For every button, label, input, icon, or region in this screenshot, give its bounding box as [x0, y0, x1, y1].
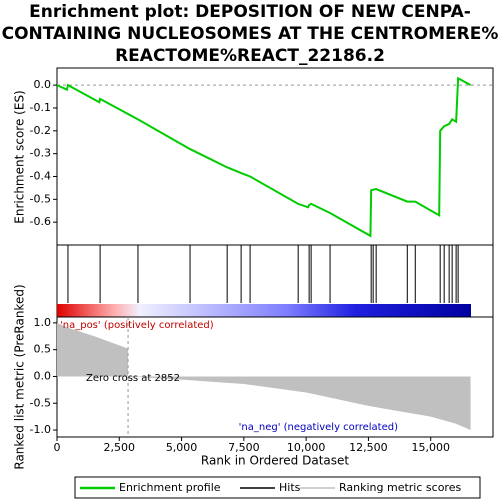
x-tick-label: 15,000: [411, 441, 450, 454]
annotation: 'na_pos' (positively correlated): [60, 320, 214, 331]
y-label: Ranked list metric (PreRanked): [13, 284, 27, 469]
y-tick-label: -0.6: [30, 215, 51, 228]
x-tick-label: 5,000: [166, 441, 198, 454]
legend-label: Enrichment profile: [119, 481, 221, 494]
y-tick-label: -0.3: [30, 147, 51, 160]
y-tick-label: -0.1: [30, 101, 51, 114]
annotation: 'na_neg' (negatively correlated): [239, 422, 398, 433]
y-tick-label: -0.4: [30, 169, 51, 182]
annotation: Zero cross at 2852: [86, 373, 180, 384]
legend-label: Hits: [279, 481, 301, 494]
es-line: [56, 76, 472, 238]
y-tick-label: -0.2: [30, 124, 51, 137]
color-bar: [57, 304, 471, 317]
es-frame: [56, 67, 494, 246]
y-tick-label: 0.0: [34, 369, 52, 382]
metric-area: [57, 322, 471, 431]
y-tick-label: -0.5: [30, 192, 51, 205]
x-tick-label: 12,500: [349, 441, 388, 454]
y-tick-label: -1.0: [30, 423, 51, 436]
title: Enrichment plot: DEPOSITION OF NEW CENPA…: [29, 2, 471, 22]
y-tick-label: 1.0: [34, 316, 52, 329]
x-label: Rank in Ordered Dataset: [201, 454, 349, 468]
x-tick-label: 2,500: [104, 441, 136, 454]
legend: [74, 476, 481, 499]
x-tick-label: 10,000: [287, 441, 326, 454]
y-label: Enrichment score (ES): [13, 90, 27, 223]
y-tick-label: 0.0: [34, 78, 52, 91]
legend-label: Ranking metric scores: [339, 481, 461, 494]
title: CONTAINING NUCLEOSOMES AT THE CENTROMERE…: [2, 24, 499, 44]
x-tick-label: 0: [54, 441, 61, 454]
y-tick-label: 0.5: [34, 343, 52, 356]
title: REACTOME%REACT_22186.2: [115, 46, 385, 66]
metric-frame: [56, 316, 494, 438]
y-tick-label: -0.5: [30, 396, 51, 409]
x-tick-label: 7,500: [228, 441, 260, 454]
